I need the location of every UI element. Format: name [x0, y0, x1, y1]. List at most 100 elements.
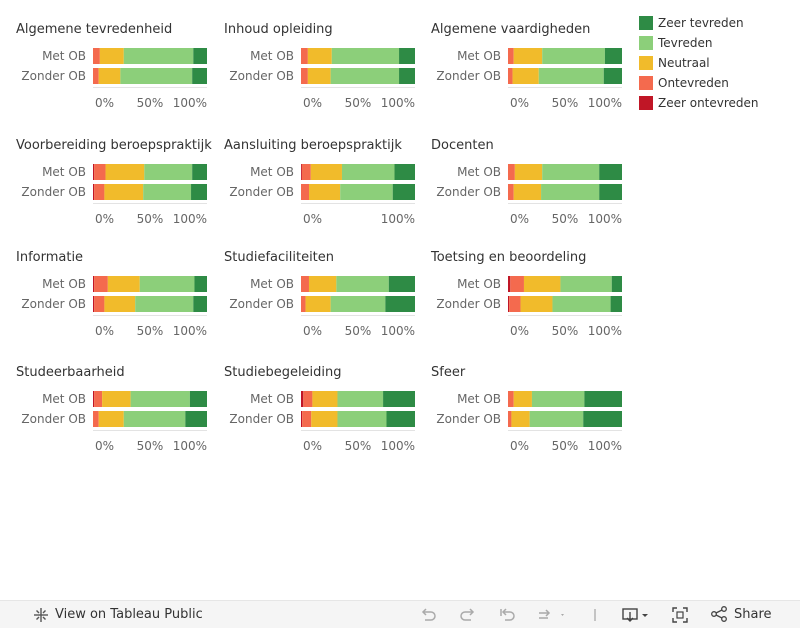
bar-segment-tevreden[interactable] — [123, 48, 194, 64]
bar-segment-neutraal[interactable] — [513, 184, 542, 200]
bar-segment-ontevreden[interactable] — [94, 164, 106, 180]
bar-segment-tevreden[interactable] — [143, 184, 192, 200]
bar-segment-neutraal[interactable] — [107, 276, 140, 292]
bar-segment-zeer-tevreden[interactable] — [189, 391, 207, 407]
bar-segment-neutraal[interactable] — [514, 164, 543, 180]
bar-segment-zeer-ontevreden[interactable] — [301, 391, 304, 407]
legend-item-zeer-ontevreden[interactable]: Zeer ontevreden — [639, 93, 759, 113]
bar-segment-ontevreden[interactable] — [508, 411, 512, 427]
bar-segment-zeer-tevreden[interactable] — [388, 276, 415, 292]
bar-segment-zeer-tevreden[interactable] — [584, 391, 622, 407]
bar-segment-tevreden[interactable] — [139, 276, 195, 292]
bar-segment-neutraal[interactable] — [311, 411, 338, 427]
bar-segment-ontevreden[interactable] — [510, 276, 524, 292]
bar-segment-ontevreden[interactable] — [301, 164, 311, 180]
bar-segment-zeer-tevreden[interactable] — [599, 164, 622, 180]
bar-segment-tevreden[interactable] — [542, 164, 600, 180]
bar-segment-zeer-tevreden[interactable] — [193, 48, 207, 64]
bar-segment-tevreden[interactable] — [552, 296, 611, 312]
bar-segment-neutraal[interactable] — [98, 411, 124, 427]
bar-segment-neutraal[interactable] — [105, 164, 145, 180]
bar-segment-zeer-ontevreden[interactable] — [508, 276, 511, 292]
bar-segment-ontevreden[interactable] — [303, 391, 313, 407]
bar-segment-ontevreden[interactable] — [93, 411, 99, 427]
bar-segment-tevreden[interactable] — [541, 184, 600, 200]
bar-segment-zeer-tevreden[interactable] — [392, 184, 415, 200]
bar-segment-neutraal[interactable] — [512, 68, 539, 84]
bar-segment-tevreden[interactable] — [337, 391, 384, 407]
bar-segment-tevreden[interactable] — [135, 296, 194, 312]
bar-segment-ontevreden[interactable] — [94, 184, 105, 200]
bar-segment-tevreden[interactable] — [529, 411, 584, 427]
share-button[interactable]: Share — [710, 605, 772, 623]
bar-segment-zeer-ontevreden[interactable] — [301, 411, 303, 427]
bar-segment-ontevreden[interactable] — [301, 276, 309, 292]
bar-segment-neutraal[interactable] — [305, 296, 331, 312]
bar-segment-neutraal[interactable] — [513, 48, 543, 64]
undo-icon[interactable] — [419, 605, 437, 625]
bar-segment-zeer-tevreden[interactable] — [611, 276, 622, 292]
bar-segment-neutraal[interactable] — [309, 184, 341, 200]
legend-item-neutraal[interactable]: Neutraal — [639, 53, 759, 73]
bar-segment-tevreden[interactable] — [144, 164, 193, 180]
bar-segment-zeer-tevreden[interactable] — [394, 164, 415, 180]
bar-segment-tevreden[interactable] — [337, 411, 387, 427]
bar-segment-ontevreden[interactable] — [301, 184, 310, 200]
fullscreen-icon[interactable] — [671, 605, 689, 625]
revert-icon[interactable] — [498, 605, 516, 625]
bar-segment-ontevreden[interactable] — [509, 296, 521, 312]
bar-segment-neutraal[interactable] — [511, 411, 530, 427]
bar-segment-zeer-tevreden[interactable] — [194, 276, 207, 292]
bar-segment-zeer-tevreden[interactable] — [386, 411, 416, 427]
bar-segment-neutraal[interactable] — [523, 276, 561, 292]
bar-segment-zeer-tevreden[interactable] — [603, 68, 622, 84]
bar-segment-neutraal[interactable] — [307, 48, 332, 64]
bar-segment-ontevreden[interactable] — [94, 391, 103, 407]
bar-segment-tevreden[interactable] — [130, 391, 190, 407]
bar-segment-zeer-tevreden[interactable] — [383, 391, 415, 407]
bar-segment-zeer-tevreden[interactable] — [599, 184, 622, 200]
bar-segment-zeer-ontevreden[interactable] — [93, 276, 95, 292]
bar-segment-tevreden[interactable] — [123, 411, 186, 427]
bar-segment-zeer-tevreden[interactable] — [583, 411, 622, 427]
bar-segment-ontevreden[interactable] — [508, 184, 514, 200]
bar-segment-neutraal[interactable] — [312, 391, 338, 407]
bar-segment-neutraal[interactable] — [308, 276, 337, 292]
bar-segment-zeer-tevreden[interactable] — [191, 184, 207, 200]
bar-segment-ontevreden[interactable] — [301, 296, 306, 312]
bar-segment-ontevreden[interactable] — [508, 391, 514, 407]
bar-segment-zeer-tevreden[interactable] — [192, 68, 207, 84]
bar-segment-tevreden[interactable] — [560, 276, 612, 292]
bar-segment-zeer-tevreden[interactable] — [604, 48, 622, 64]
redo-icon[interactable] — [459, 605, 477, 625]
bar-segment-ontevreden[interactable] — [93, 48, 100, 64]
bar-segment-zeer-tevreden[interactable] — [399, 68, 415, 84]
bar-segment-neutraal[interactable] — [104, 296, 136, 312]
bar-segment-tevreden[interactable] — [340, 184, 393, 200]
refresh-icon[interactable] — [536, 605, 566, 625]
bar-segment-zeer-tevreden[interactable] — [193, 296, 207, 312]
bar-segment-zeer-tevreden[interactable] — [385, 296, 415, 312]
bar-segment-tevreden[interactable] — [531, 391, 585, 407]
legend-item-ontevreden[interactable]: Ontevreden — [639, 73, 759, 93]
bar-segment-ontevreden[interactable] — [94, 276, 108, 292]
bar-segment-tevreden[interactable] — [538, 68, 604, 84]
bar-segment-zeer-ontevreden[interactable] — [93, 164, 95, 180]
bar-segment-zeer-ontevreden[interactable] — [93, 184, 95, 200]
bar-segment-ontevreden[interactable] — [508, 48, 514, 64]
bar-segment-tevreden[interactable] — [120, 68, 193, 84]
bar-segment-neutraal[interactable] — [307, 68, 331, 84]
bar-segment-zeer-tevreden[interactable] — [399, 48, 415, 64]
bar-segment-zeer-tevreden[interactable] — [610, 296, 622, 312]
bar-segment-tevreden[interactable] — [331, 48, 400, 64]
bar-segment-neutraal[interactable] — [104, 184, 144, 200]
bar-segment-tevreden[interactable] — [330, 296, 386, 312]
view-on-tableau-public-link[interactable]: View on Tableau Public — [33, 607, 203, 623]
bar-segment-zeer-tevreden[interactable] — [185, 411, 207, 427]
bar-segment-zeer-ontevreden[interactable] — [301, 164, 302, 180]
bar-segment-tevreden[interactable] — [336, 276, 389, 292]
bar-segment-neutraal[interactable] — [520, 296, 553, 312]
bar-segment-ontevreden[interactable] — [302, 411, 312, 427]
bar-segment-ontevreden[interactable] — [301, 68, 308, 84]
bar-segment-tevreden[interactable] — [542, 48, 605, 64]
